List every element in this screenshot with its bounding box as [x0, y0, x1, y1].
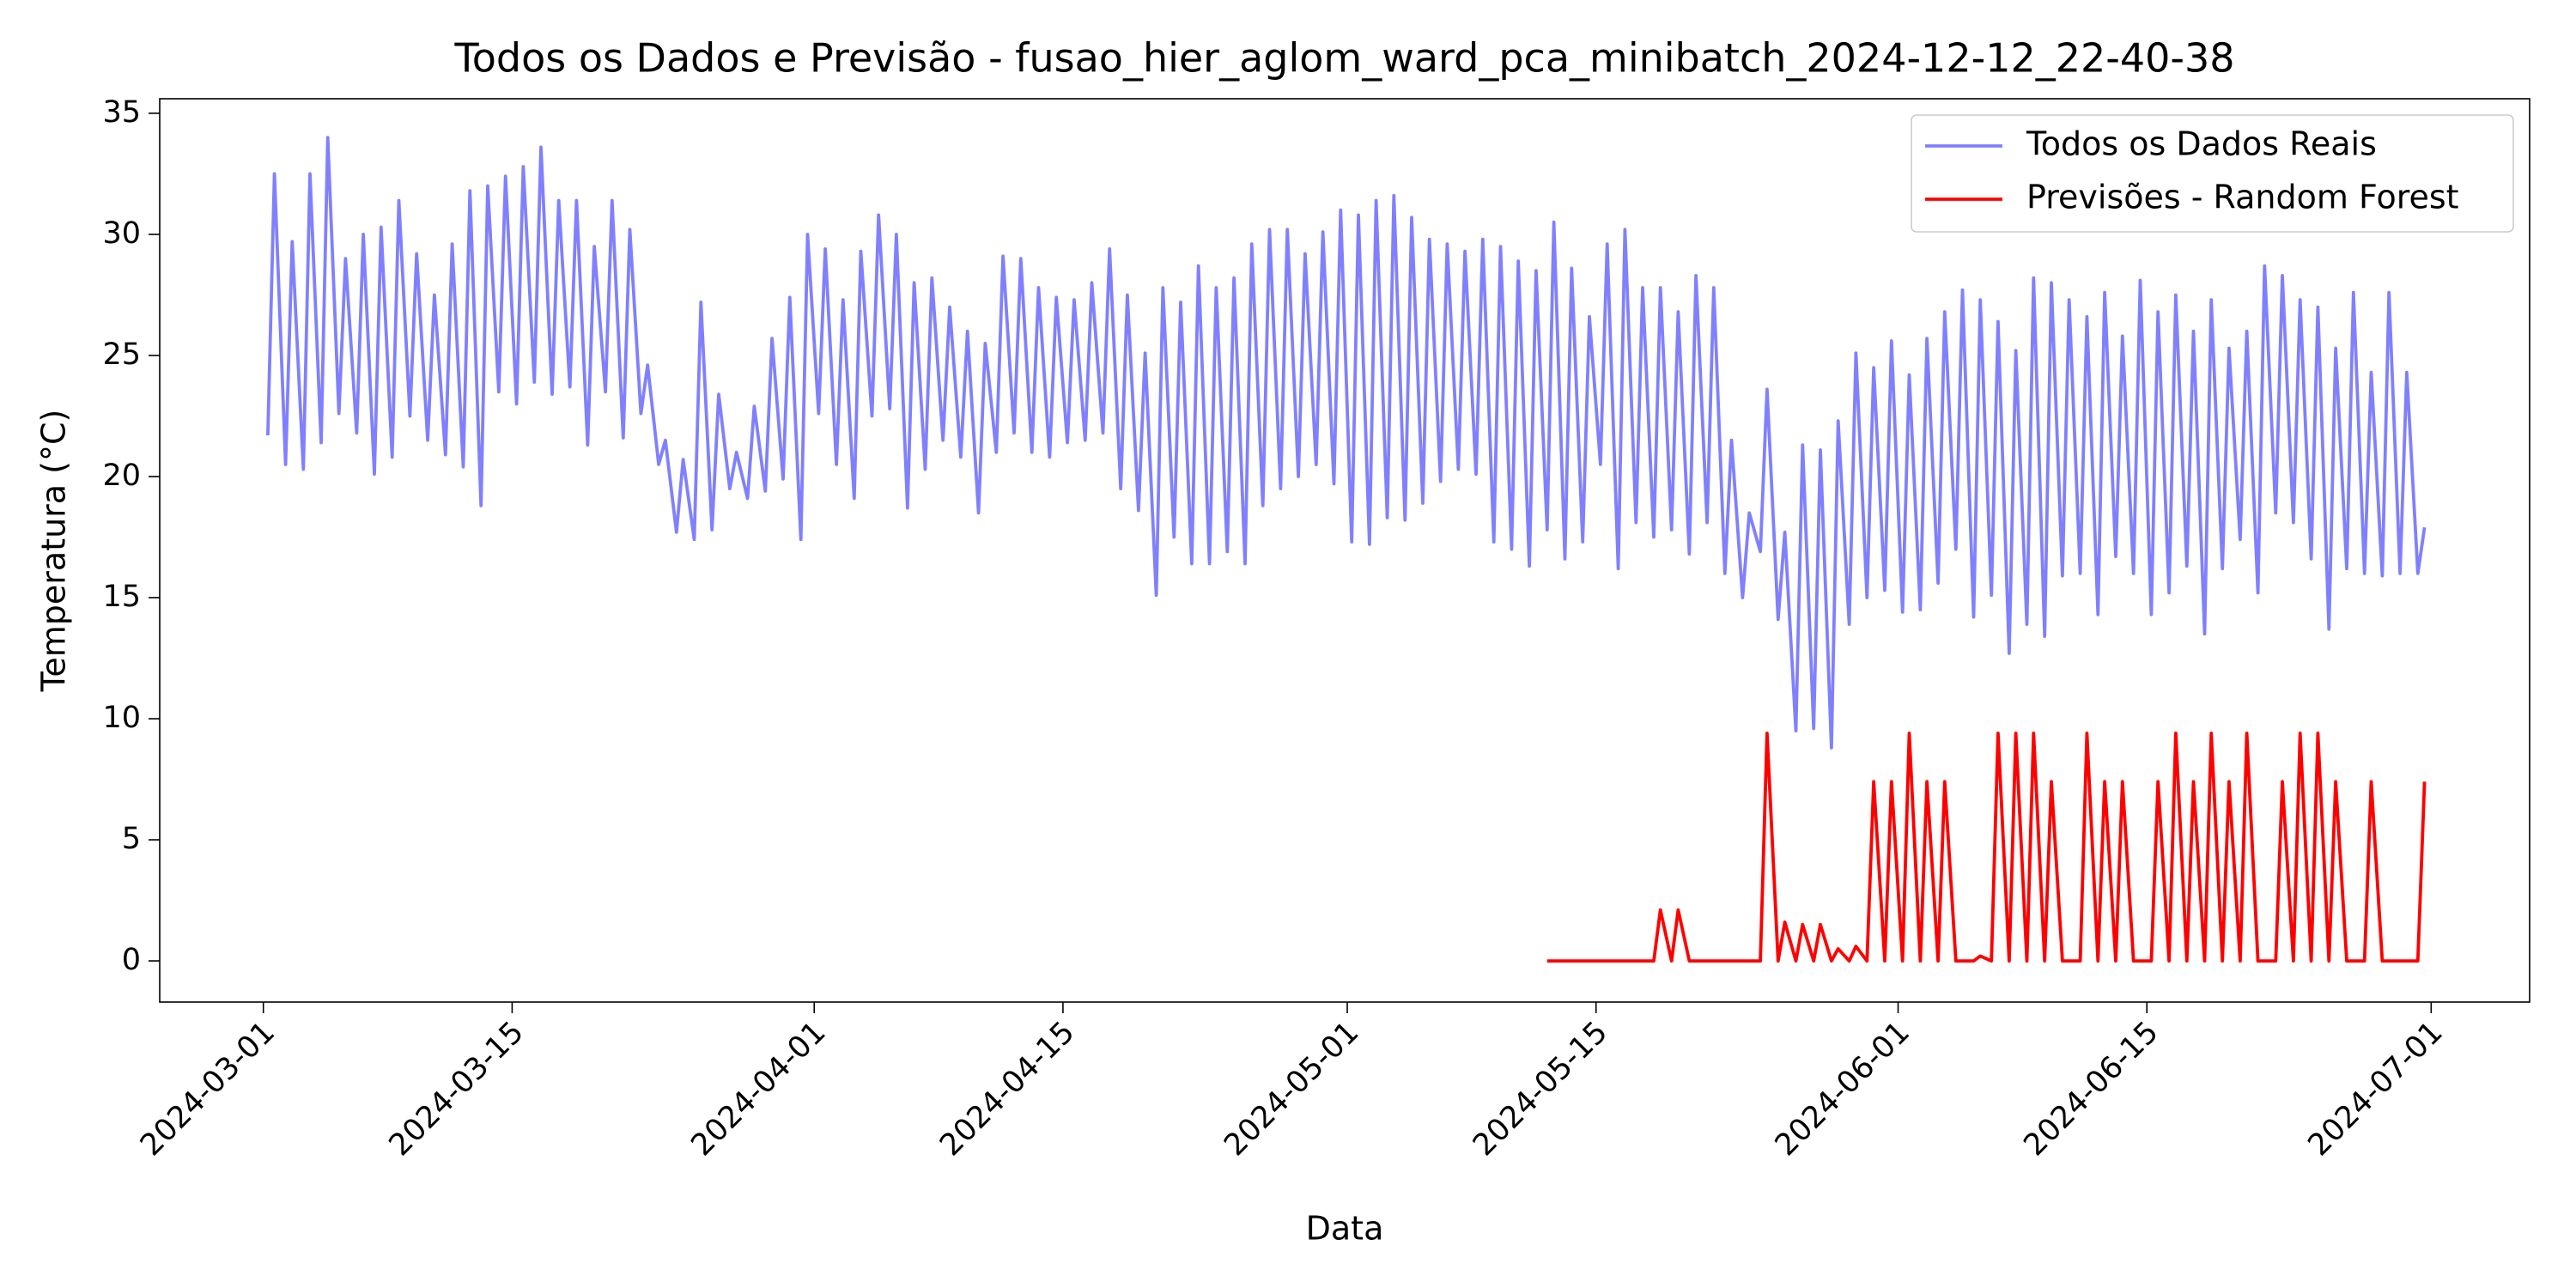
legend-label: Previsões - Random Forest: [2026, 179, 2459, 216]
chart-title: Todos os Dados e Previsão - fusao_hier_a…: [453, 35, 2234, 82]
data-line: [1546, 732, 2427, 963]
legend-box: [1911, 114, 2514, 233]
legend-label: Todos os Dados Reais: [2026, 125, 2377, 163]
y-tick-label: 20: [102, 459, 141, 493]
y-tick-label: 25: [102, 337, 141, 372]
y-tick-label: 0: [122, 943, 141, 977]
y-tick-label: 10: [102, 701, 141, 735]
legend: Todos os Dados Reais Previsões - Random F…: [1911, 114, 2514, 233]
data-line: [266, 136, 2427, 750]
x-axis-label: Data: [1306, 1210, 1384, 1248]
plot-frame: [159, 98, 2530, 1003]
y-tick-label: 5: [122, 822, 141, 856]
y-tick-label: 30: [102, 216, 141, 251]
y-axis-label: Temperatura (°C): [35, 410, 73, 693]
y-tick-label: 35: [102, 95, 141, 130]
y-tick-label: 15: [102, 580, 141, 614]
